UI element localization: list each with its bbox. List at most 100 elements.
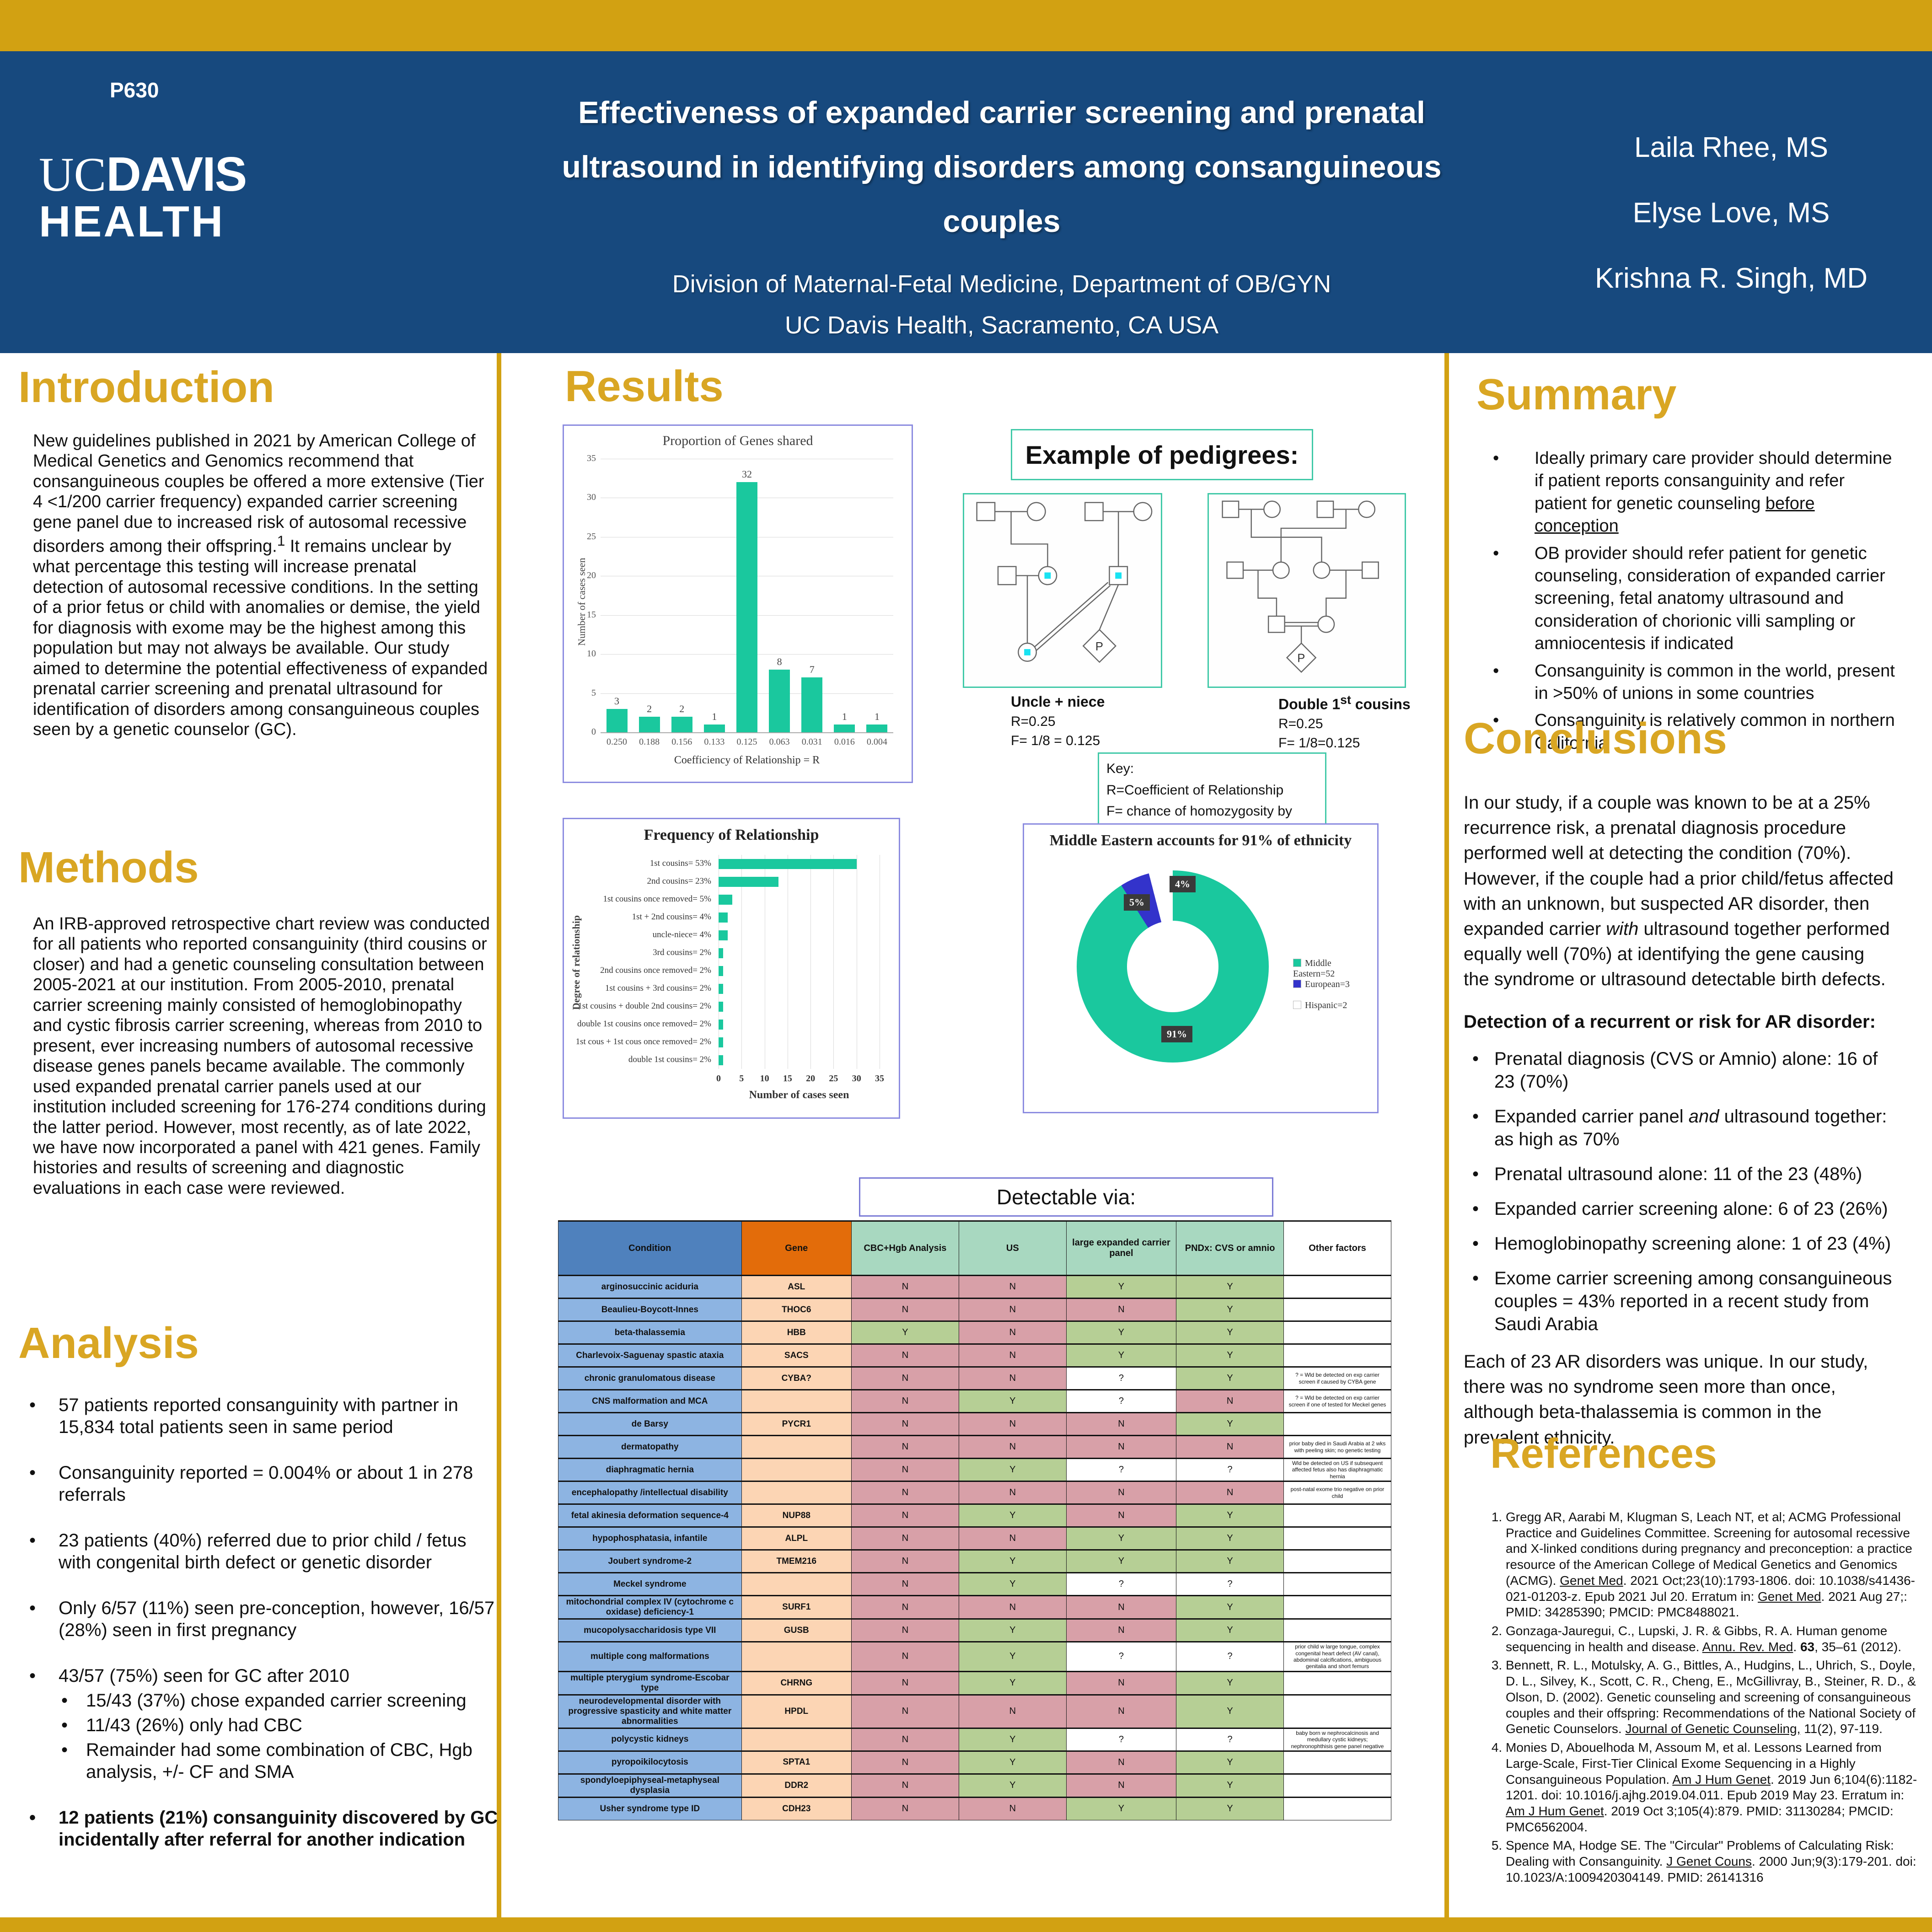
gene-cell xyxy=(741,1390,852,1413)
detectable-cell: Y xyxy=(1176,1671,1284,1695)
references-list: Gregg AR, Aarabi M, Klugman S, Leach NT,… xyxy=(1477,1509,1920,1889)
detectable-cell: N xyxy=(1066,1595,1177,1620)
legend-item: European=3 xyxy=(1293,979,1375,990)
y-tick-label: 10 xyxy=(587,649,596,659)
subtitle-division: Division of Maternal-Fetal Medicine, Dep… xyxy=(672,270,1331,298)
detectable-cell: N xyxy=(958,1435,1067,1459)
condition-cell: spondyloepiphyseal-metaphyseal dysplasia xyxy=(558,1773,742,1798)
authors-block: Laila Rhee, MS Elyse Love, MS Krishna R.… xyxy=(1541,131,1921,327)
detectable-cell: Y xyxy=(1066,1527,1177,1551)
table-row: encephalopathy /intellectual disability N… xyxy=(558,1481,1391,1505)
detectable-cell: N xyxy=(958,1298,1067,1321)
table-row: hypophosphatasia, infantile ALPL N N Y Y xyxy=(558,1527,1391,1551)
category-label: 1st cousins= 53% xyxy=(649,858,711,868)
table-row: spondyloepiphyseal-metaphyseal dysplasia… xyxy=(558,1773,1391,1798)
summary-bullet: Ideally primary care provider should det… xyxy=(1487,447,1898,538)
category-label: 3rd cousins= 2% xyxy=(653,947,711,957)
header-band: P630 UCDAVIS HEALTH Effectiveness of exp… xyxy=(0,51,1932,353)
category-label: double 1st cousins= 2% xyxy=(628,1054,711,1064)
table-row: pyropoikilocytosis SPTA1 N Y N Y xyxy=(558,1750,1391,1774)
summary-bullet: Consanguinity is relatively common in no… xyxy=(1487,709,1898,755)
detectable-cell: N xyxy=(958,1797,1067,1820)
analysis-bullet: Only 6/57 (11%) seen pre-conception, how… xyxy=(23,1597,499,1641)
bottom-gold-bar xyxy=(0,1917,1932,1932)
analysis-sub-bullet: 15/43 (37%) chose expanded carrier scree… xyxy=(59,1690,499,1712)
bar xyxy=(719,912,728,923)
summary-heading: Summary xyxy=(1476,370,1677,419)
gene-cell: PYCR1 xyxy=(741,1412,852,1436)
y-tick-label: 20 xyxy=(587,570,596,581)
table-row: Beaulieu-Boycott-Innes THOC6 N N N Y xyxy=(558,1298,1391,1321)
detectable-cell: Y xyxy=(1176,1797,1284,1820)
pedigrees-title-box: Example of pedigrees: xyxy=(1011,429,1313,480)
gene-cell: THOC6 xyxy=(741,1298,852,1321)
detectable-cell: N xyxy=(1066,1298,1177,1321)
chart-title: Proportion of Genes shared xyxy=(662,433,813,448)
detection-bullet: Exome carrier screening among consanguin… xyxy=(1466,1267,1894,1336)
bar xyxy=(671,716,692,732)
analysis-heading: Analysis xyxy=(18,1319,199,1368)
table-row: multiple pterygium syndrome-Escobar type… xyxy=(558,1671,1391,1695)
detectable-cell: N xyxy=(851,1550,959,1573)
gene-cell: ALPL xyxy=(741,1527,852,1551)
bar xyxy=(719,948,724,958)
legend-swatch xyxy=(1293,1001,1301,1009)
detectable-cell: Y xyxy=(1066,1321,1177,1344)
other-factors-cell xyxy=(1283,1619,1391,1642)
detectable-cell: N xyxy=(851,1572,959,1596)
methods-heading: Methods xyxy=(18,843,199,892)
column-header: Condition xyxy=(558,1221,742,1276)
analysis-bullet: 12 patients (21%) consanguinity discover… xyxy=(23,1807,499,1851)
x-tick-label: 20 xyxy=(806,1073,816,1084)
detectable-cell: Y xyxy=(1176,1694,1284,1728)
condition-cell: polycystic kidneys xyxy=(558,1728,742,1751)
detectable-cell: N xyxy=(1176,1481,1284,1505)
detectable-cell: Y xyxy=(958,1671,1067,1695)
introduction-body: New guidelines published in 2021 by Amer… xyxy=(33,431,488,739)
summary-bullet-list: Ideally primary care provider should det… xyxy=(1487,447,1898,759)
column-divider xyxy=(497,353,501,1917)
detectable-cell: Y xyxy=(851,1321,959,1344)
bar xyxy=(719,1001,724,1012)
table-row: mitochondrial complex IV (cytochrome c o… xyxy=(558,1595,1391,1620)
bar xyxy=(719,1037,724,1047)
bar-value-label: 1 xyxy=(874,710,880,722)
x-axis-label: Number of cases seen xyxy=(749,1089,849,1101)
ucdavis-health-logo: UCDAVIS HEALTH xyxy=(39,150,247,244)
x-tick-label: 10 xyxy=(760,1073,769,1084)
subtitle-institution: UC Davis Health, Sacramento, CA USA xyxy=(784,311,1219,339)
detectable-cell: N xyxy=(1176,1390,1284,1413)
x-tick-label: 15 xyxy=(783,1073,792,1084)
poster-title: Effectiveness of expanded carrier screen… xyxy=(485,86,1519,249)
donut-percent-label: 4% xyxy=(1170,876,1196,892)
other-factors-cell: baby born w nephrocalcinosis and medulla… xyxy=(1283,1728,1391,1751)
table-row: arginosuccinic aciduria ASL N N Y Y xyxy=(558,1275,1391,1299)
detectable-cell: Y xyxy=(1066,1550,1177,1573)
column-header: CBC+Hgb Analysis xyxy=(851,1221,959,1276)
gene-cell: ASL xyxy=(741,1275,852,1299)
bar xyxy=(719,876,778,887)
x-tick-label: 0.063 xyxy=(769,737,790,747)
legend-item: Middle Eastern=52 xyxy=(1293,958,1375,979)
detectable-cell: N xyxy=(851,1527,959,1551)
condition-cell: Usher syndrome type ID xyxy=(558,1797,742,1820)
y-tick-label: 15 xyxy=(587,609,596,620)
gene-cell xyxy=(741,1435,852,1459)
detectable-cell: Y xyxy=(958,1750,1067,1774)
table-row: Meckel syndrome N Y?? xyxy=(558,1572,1391,1596)
detectable-cell: N xyxy=(851,1412,959,1436)
bar-value-label: 1 xyxy=(712,710,717,722)
analysis-bullet: 23 patients (40%) referred due to prior … xyxy=(23,1530,499,1573)
legend-label: European=3 xyxy=(1305,979,1350,989)
category-label: 1st cousins + double 2nd cousins= 2% xyxy=(578,1001,711,1011)
legend-label: Middle Eastern=52 xyxy=(1293,958,1335,979)
x-tick-label: 5 xyxy=(739,1073,744,1084)
detectable-cell: Y xyxy=(1066,1344,1177,1367)
category-label: uncle-niece= 4% xyxy=(652,929,711,939)
reference-item: Spence MA, Hodge SE. The "Circular" Prob… xyxy=(1506,1838,1920,1885)
bar-value-label: 2 xyxy=(647,703,652,714)
pedigree-name: Uncle + niece xyxy=(1011,693,1105,710)
condition-cell: multiple pterygium syndrome-Escobar type xyxy=(558,1671,742,1695)
condition-cell: fetal akinesia deformation sequence-4 xyxy=(558,1504,742,1528)
bar-value-label: 3 xyxy=(614,695,620,707)
